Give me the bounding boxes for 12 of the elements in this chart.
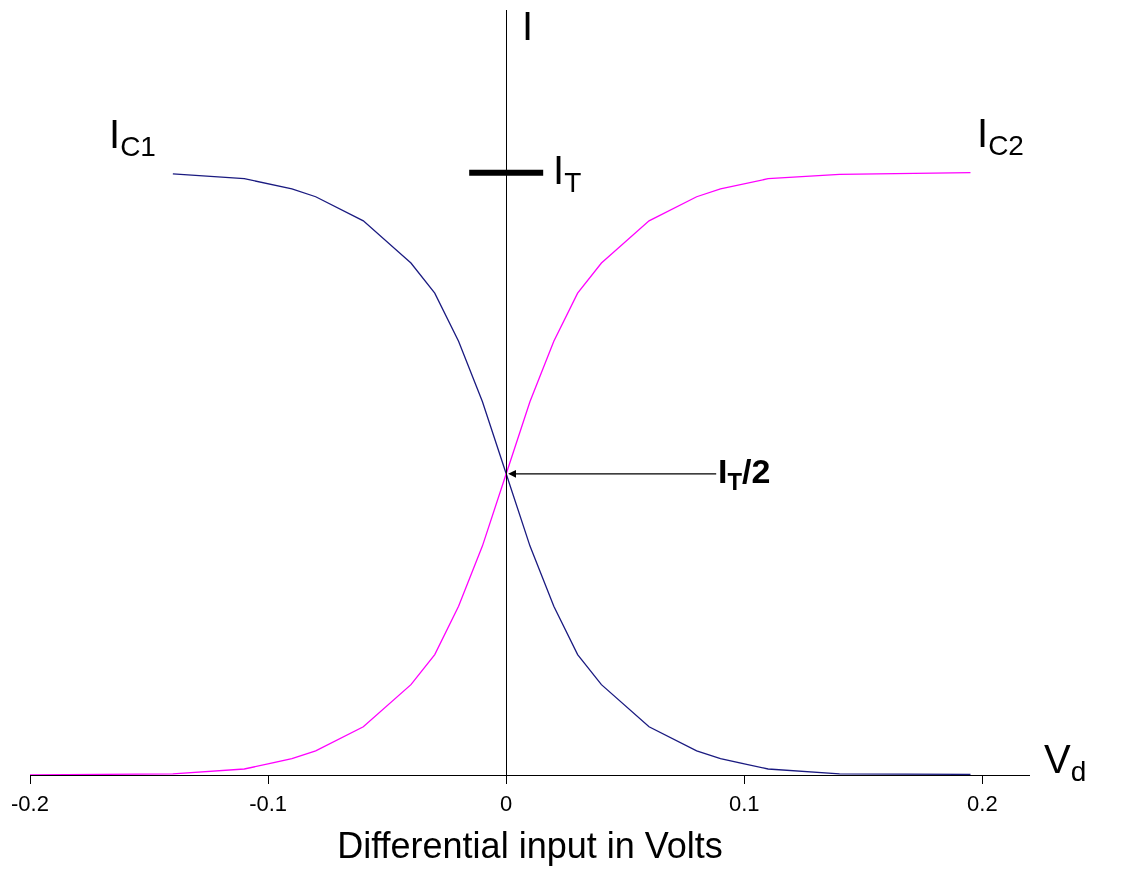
series-label: I$_{C1}$ xyxy=(109,112,156,163)
x-tick-label: 0.1 xyxy=(728,790,760,816)
annotation: I$_{T}$/2 xyxy=(718,452,771,496)
x-tick-label: 0.2 xyxy=(967,790,998,816)
text: V$_{d}$ xyxy=(1044,737,1087,788)
x-tick-label: 0 xyxy=(500,790,513,816)
x-axis-title: Differential input in Volts xyxy=(337,825,723,867)
x-tick-label: -0.2 xyxy=(11,790,49,816)
series-label: I$_{C2}$ xyxy=(977,111,1024,162)
ref-line-label: I$_{T}$ xyxy=(553,148,582,199)
y-axis-title: I xyxy=(522,4,534,48)
x-tick-label: -0.1 xyxy=(249,790,288,816)
